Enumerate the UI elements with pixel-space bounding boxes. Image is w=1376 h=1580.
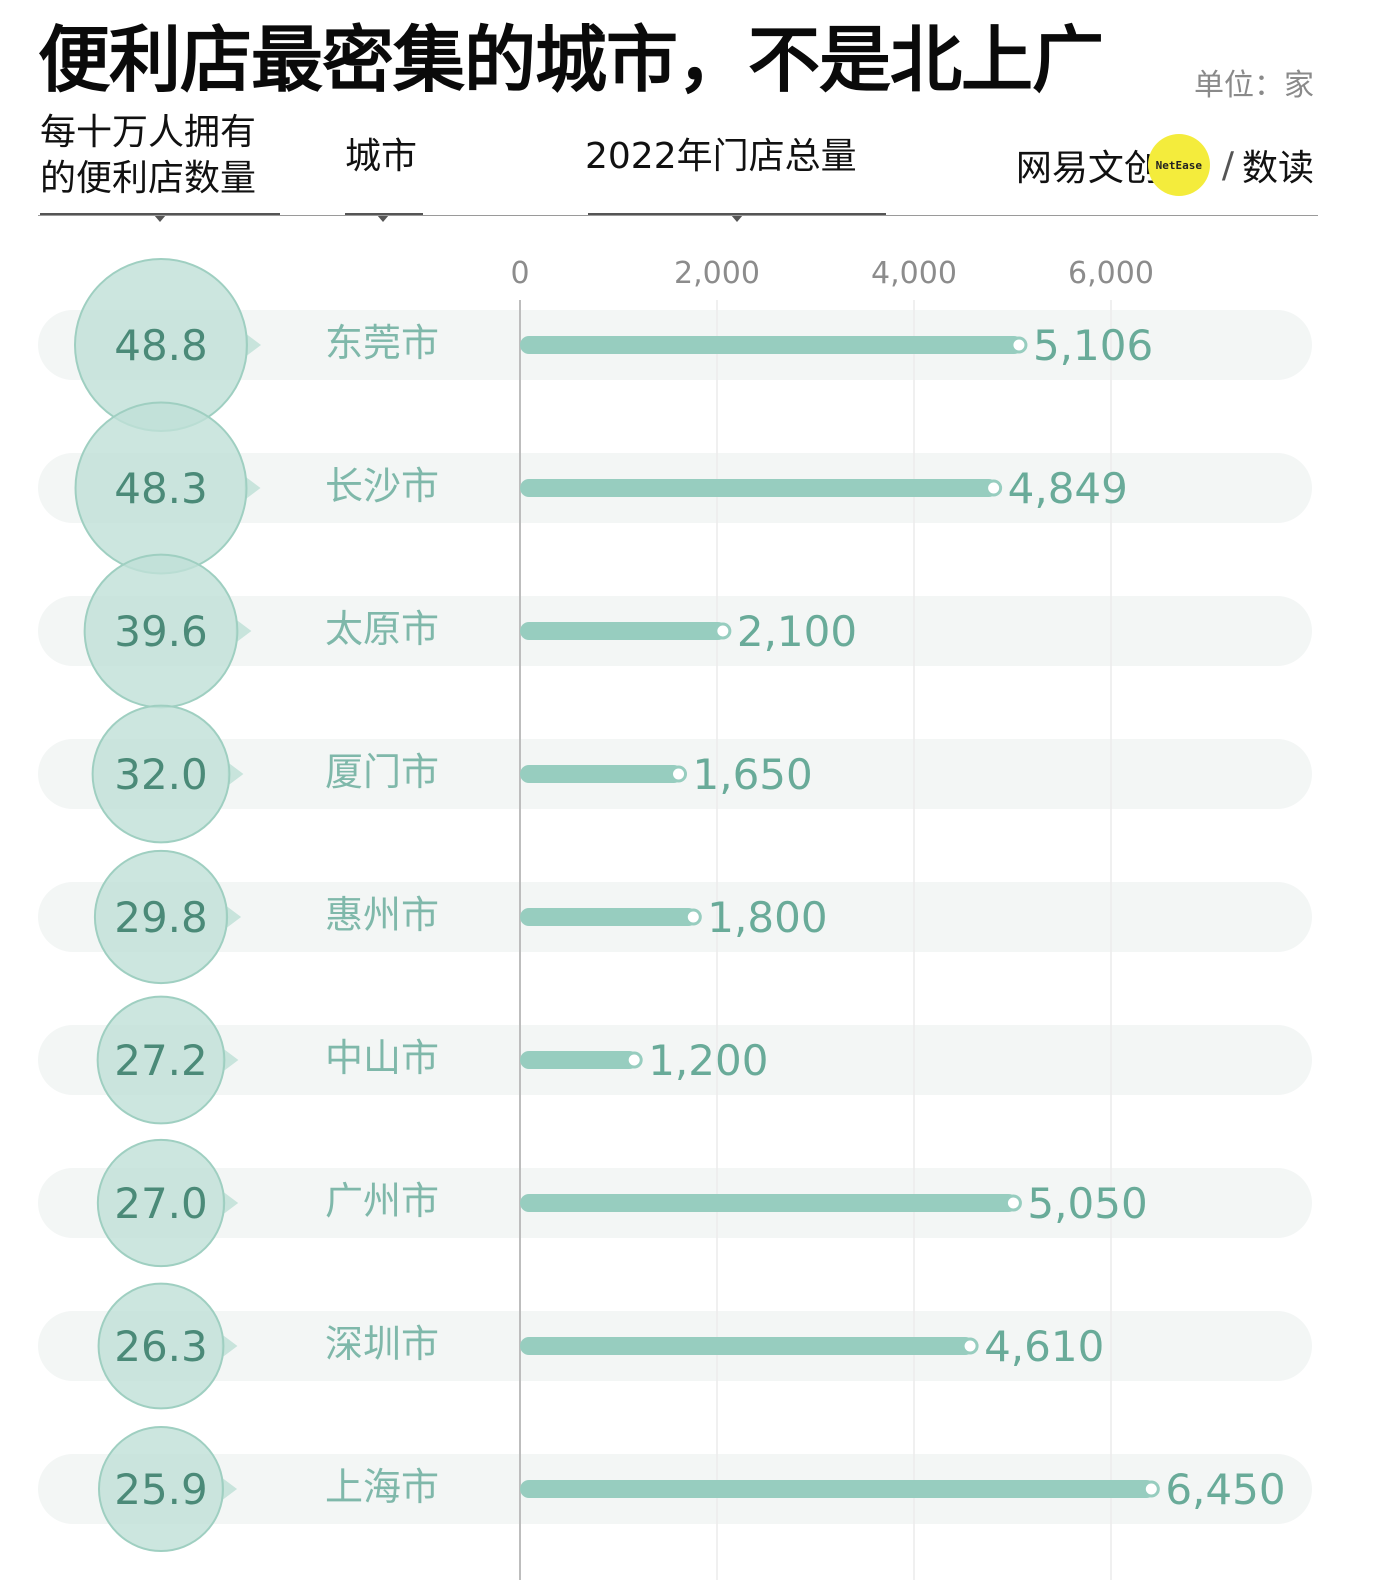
- city-label: 广州市: [325, 1179, 440, 1223]
- density-bubble: [93, 849, 229, 985]
- city-label: 深圳市: [325, 1322, 440, 1366]
- value-label: 2,100: [737, 607, 857, 656]
- density-label: 32.0: [114, 750, 208, 799]
- density-label: 48.8: [114, 321, 208, 370]
- bar: [520, 336, 1023, 354]
- value-label: 5,050: [1027, 1179, 1147, 1228]
- bar: [520, 622, 727, 640]
- bubble-pointer: [235, 619, 252, 643]
- density-label: 25.9: [114, 1465, 208, 1514]
- x-tick-label: 2,000: [674, 256, 760, 291]
- bar: [520, 765, 683, 783]
- density-bubble: [96, 1138, 226, 1268]
- density-bubble: [98, 1426, 224, 1552]
- bar: [520, 1480, 1156, 1498]
- bar: [520, 479, 998, 497]
- value-label: 1,200: [648, 1036, 768, 1085]
- unit-label: 单位：家: [1194, 68, 1314, 103]
- brand-sub: 数读: [1241, 148, 1314, 189]
- city-label: 上海市: [325, 1465, 440, 1509]
- total-column-header: 2022年门店总量: [585, 136, 857, 177]
- city-header-pointer: [377, 215, 389, 222]
- bubble-pointer: [244, 476, 261, 500]
- city-header-underline: [345, 213, 423, 215]
- bubble-pointer: [245, 333, 261, 357]
- row-band: [38, 1025, 1312, 1095]
- bar-end-marker: [1142, 1480, 1160, 1498]
- density-label: 26.3: [114, 1322, 208, 1371]
- density-bubble: [97, 1282, 225, 1410]
- density-label: 48.3: [114, 464, 208, 513]
- bubble-pointer: [221, 1477, 237, 1501]
- chart-title: 便利店最密集的城市，不是北上广: [38, 18, 1104, 102]
- density-label: 27.2: [114, 1036, 208, 1085]
- bubble-pointer: [222, 1048, 239, 1072]
- density-label: 27.0: [114, 1179, 208, 1228]
- density-label: 29.8: [114, 893, 208, 942]
- x-tick-label: 0: [510, 256, 529, 291]
- value-label: 6,450: [1165, 1465, 1285, 1514]
- bar: [520, 908, 698, 926]
- brand-badge: NetEase: [1147, 134, 1210, 196]
- total-header-pointer: [731, 215, 743, 222]
- header-rule: [38, 215, 1318, 216]
- bar: [520, 1337, 975, 1355]
- density-label: 39.6: [114, 607, 208, 656]
- value-label: 4,849: [1008, 464, 1128, 513]
- bar-end-marker: [625, 1051, 643, 1069]
- city-label: 长沙市: [325, 464, 440, 508]
- bubble-pointer: [225, 905, 242, 929]
- bar-end-marker: [670, 765, 688, 783]
- bubble-pointer: [221, 1334, 238, 1358]
- brand-name: 网易文创: [1015, 148, 1160, 189]
- city-column-header: 城市: [345, 136, 418, 177]
- total-header-underline: [588, 213, 886, 215]
- bubble-pointer: [222, 1191, 239, 1215]
- brand-separator: /: [1221, 144, 1234, 186]
- value-label: 4,610: [984, 1322, 1104, 1371]
- bar: [520, 1194, 1018, 1212]
- city-label: 惠州市: [325, 893, 440, 937]
- city-label: 中山市: [325, 1036, 440, 1080]
- bar: [520, 1051, 639, 1069]
- density-header-pointer: [154, 215, 166, 222]
- city-label: 太原市: [325, 607, 440, 651]
- value-label: 1,650: [693, 750, 813, 799]
- city-label: 东莞市: [325, 321, 440, 365]
- brand-logo: 网易文创 NetEase / 数读: [1016, 134, 1314, 196]
- density-bubble: [96, 995, 226, 1125]
- value-label: 1,800: [707, 893, 827, 942]
- bubble-pointer: [227, 762, 244, 786]
- bar-end-marker: [684, 908, 702, 926]
- density-bubble: [91, 704, 231, 844]
- bar-end-marker: [961, 1337, 979, 1355]
- bar-end-marker: [985, 479, 1003, 497]
- bar-end-marker: [1010, 336, 1028, 354]
- density-header-underline: [40, 213, 280, 215]
- x-tick-label: 4,000: [871, 256, 957, 291]
- x-tick-label: 6,000: [1068, 256, 1154, 291]
- bar-end-marker: [1004, 1194, 1022, 1212]
- bar-end-marker: [714, 622, 732, 640]
- city-label: 厦门市: [325, 750, 440, 794]
- density-column-header: 每十万人拥有 的便利店数量: [40, 112, 257, 199]
- value-label: 5,106: [1033, 321, 1153, 370]
